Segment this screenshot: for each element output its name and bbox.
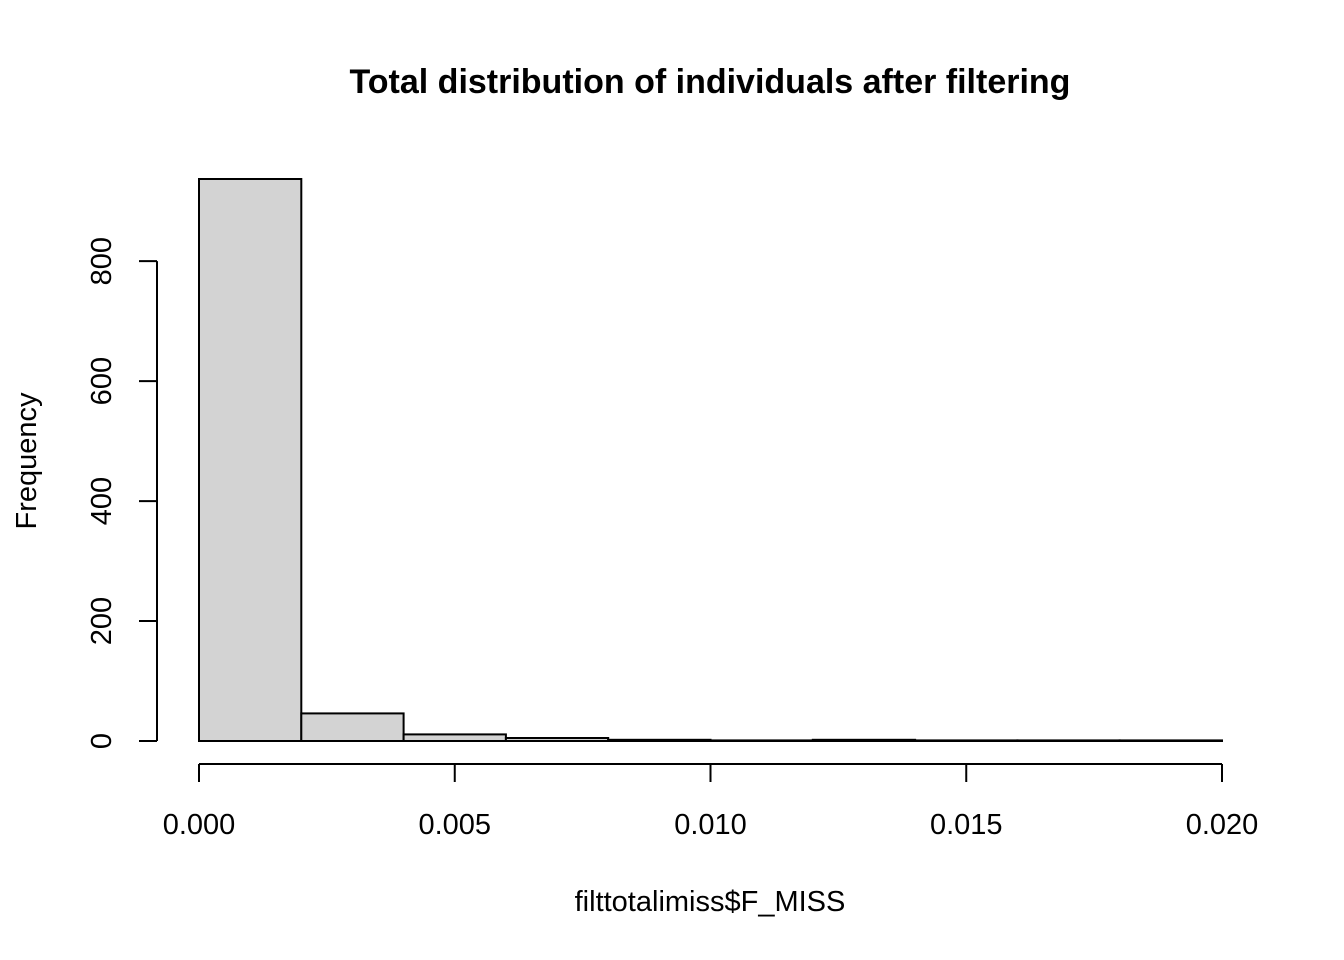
histogram-bar <box>914 739 1019 742</box>
histogram-bar <box>198 178 303 742</box>
x-axis-label: filttotalimiss$F_MISS <box>575 886 846 918</box>
histogram-bar <box>402 733 507 742</box>
histogram-bar <box>1016 739 1121 742</box>
y-tick-label: 800 <box>86 237 118 285</box>
histogram-bar <box>1118 739 1223 742</box>
x-axis: 0.000 0.005 0.010 0.015 0.020 <box>163 763 1259 841</box>
x-tick-label: 0.005 <box>418 809 491 841</box>
bars-group <box>198 178 1223 742</box>
histogram-bar <box>607 738 712 742</box>
y-tick-label: 0 <box>86 733 118 749</box>
x-tick-label: 0.015 <box>930 809 1003 841</box>
histogram-bar <box>300 712 405 742</box>
y-axis: 0 200 400 600 800 <box>86 237 158 749</box>
histogram-bar <box>811 738 917 742</box>
y-tick-label: 400 <box>86 477 118 525</box>
histogram-bar <box>709 739 814 742</box>
y-tick-label: 200 <box>86 597 118 645</box>
x-tick-label: 0.000 <box>163 809 236 841</box>
chart-title: Total distribution of individuals after … <box>350 63 1071 101</box>
x-tick-label: 0.010 <box>674 809 747 841</box>
x-tick-label: 0.020 <box>1186 809 1259 841</box>
histogram-bar <box>504 737 610 742</box>
y-axis-label: Frequency <box>11 392 43 530</box>
y-tick-label: 600 <box>86 357 118 405</box>
